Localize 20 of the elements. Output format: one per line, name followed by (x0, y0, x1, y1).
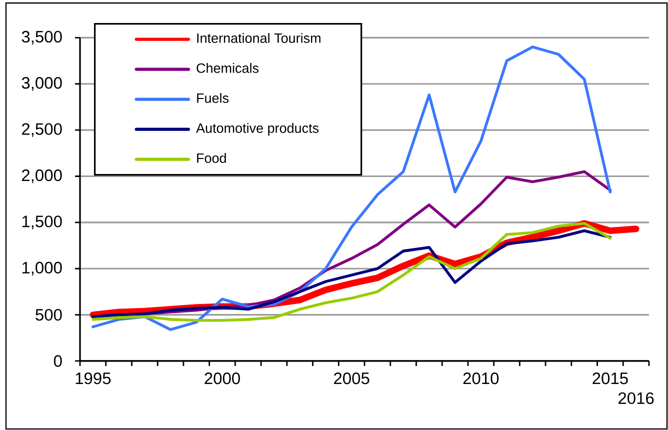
y-tick-label: 500 (36, 308, 62, 321)
y-tick-label: 0 (54, 355, 62, 367)
legend-label: International Tourism (197, 33, 320, 43)
x-tick-label: 2010 (463, 372, 499, 384)
x-tick-label: 1995 (76, 372, 111, 384)
y-tick-label: 3,500 (22, 30, 62, 45)
x-tick-label: 2015 (592, 372, 628, 384)
y-tick-label: 2,500 (22, 123, 62, 137)
y-tick-label: 1,500 (22, 216, 62, 230)
x-tick-label: 2016 (618, 392, 654, 404)
y-tick-label: 2,000 (22, 169, 62, 184)
y-tick-label: 3,000 (22, 77, 62, 91)
x-tick-label: 2005 (334, 372, 370, 384)
line-series (92, 46, 612, 331)
legend-label: Automotive products (196, 123, 319, 136)
x-tick-label: 2000 (204, 372, 240, 384)
legend-label: Food (197, 153, 226, 163)
legend-label: Fuels (197, 93, 229, 103)
legend-label: Chemicals (196, 63, 259, 73)
y-tick-label: 1,000 (22, 262, 62, 276)
